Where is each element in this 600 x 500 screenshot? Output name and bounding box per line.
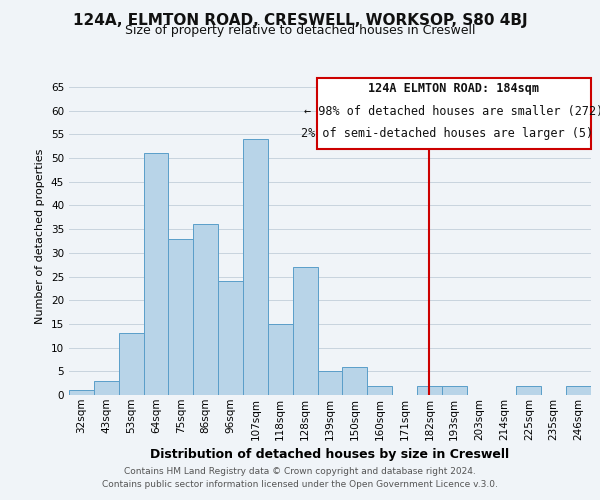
Bar xyxy=(119,334,143,395)
Bar xyxy=(442,386,467,395)
Bar xyxy=(143,154,169,395)
Bar xyxy=(69,390,94,395)
Bar xyxy=(268,324,293,395)
Text: 124A, ELMTON ROAD, CRESWELL, WORKSOP, S80 4BJ: 124A, ELMTON ROAD, CRESWELL, WORKSOP, S8… xyxy=(73,12,527,28)
Text: Contains public sector information licensed under the Open Government Licence v.: Contains public sector information licen… xyxy=(102,480,498,489)
Bar xyxy=(566,386,591,395)
Bar xyxy=(218,282,243,395)
Text: ← 98% of detached houses are smaller (272): ← 98% of detached houses are smaller (27… xyxy=(304,104,600,118)
Text: 2% of semi-detached houses are larger (5) →: 2% of semi-detached houses are larger (5… xyxy=(301,128,600,140)
Bar xyxy=(343,366,367,395)
Text: 124A ELMTON ROAD: 184sqm: 124A ELMTON ROAD: 184sqm xyxy=(368,82,539,95)
Bar xyxy=(193,224,218,395)
Text: Contains HM Land Registry data © Crown copyright and database right 2024.: Contains HM Land Registry data © Crown c… xyxy=(124,467,476,476)
Bar xyxy=(293,267,317,395)
Bar xyxy=(243,139,268,395)
Text: Size of property relative to detached houses in Creswell: Size of property relative to detached ho… xyxy=(125,24,475,37)
Bar xyxy=(367,386,392,395)
Y-axis label: Number of detached properties: Number of detached properties xyxy=(35,148,46,324)
Bar xyxy=(517,386,541,395)
Bar xyxy=(317,372,343,395)
Bar xyxy=(169,238,193,395)
FancyBboxPatch shape xyxy=(317,78,591,149)
Bar xyxy=(417,386,442,395)
X-axis label: Distribution of detached houses by size in Creswell: Distribution of detached houses by size … xyxy=(151,448,509,461)
Bar xyxy=(94,381,119,395)
